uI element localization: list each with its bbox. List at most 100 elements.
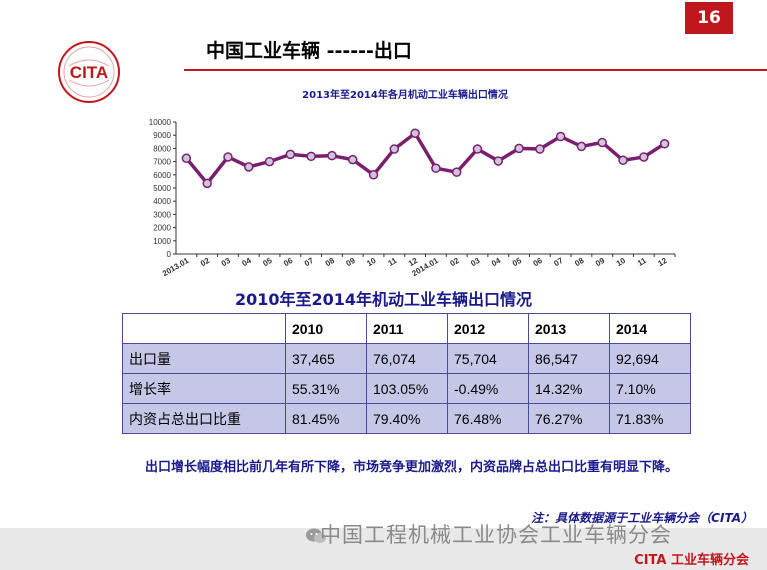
data-point xyxy=(327,150,337,161)
table-row: 内资占总出口比重 81.45% 79.40% 76.48% 76.27% 71.… xyxy=(122,403,691,434)
row-label: 出口量 xyxy=(122,343,286,374)
chart-title: 2013年至2014年各月机动工业车辆出口情况 xyxy=(302,88,508,101)
x-tick-label: 04 xyxy=(490,256,503,269)
x-tick-label: 10 xyxy=(615,256,628,269)
x-tick-label: 08 xyxy=(324,256,337,269)
wechat-icon xyxy=(306,528,326,543)
x-tick-label: 03 xyxy=(469,256,482,269)
data-point xyxy=(244,162,254,172)
header-cell: 2014 xyxy=(609,313,691,344)
data-point xyxy=(514,143,524,154)
x-tick-label: 02 xyxy=(199,256,212,269)
y-tick-label: 2000 xyxy=(153,224,171,233)
data-point xyxy=(472,144,483,154)
data-point xyxy=(618,155,628,166)
row-label: 内资占总出口比重 xyxy=(122,403,286,434)
slide-number: 16 xyxy=(685,2,733,34)
table-cell: 55.31% xyxy=(285,373,367,404)
table-title: 2010年至2014年机动工业车辆出口情况 xyxy=(234,290,533,309)
table-cell: 75,704 xyxy=(447,343,529,374)
x-tick-label: 03 xyxy=(220,256,233,269)
table-cell: 81.45% xyxy=(285,403,367,434)
x-tick-label: 09 xyxy=(345,256,358,269)
y-tick-label: 8000 xyxy=(153,144,171,153)
table-header-row: 2010 2011 2012 2013 2014 xyxy=(122,313,691,344)
x-tick-label: 12 xyxy=(656,256,669,269)
y-tick-label: 1000 xyxy=(153,237,171,246)
title-divider xyxy=(184,69,767,71)
data-point xyxy=(202,178,212,189)
line-chart: 2013年至2014年各月机动工业车辆出口情况 0 1000 2000 3000 400… xyxy=(149,88,676,279)
page-title: 中国工业车辆 ------出口 xyxy=(206,40,412,62)
data-point xyxy=(576,141,587,152)
x-tick-label: 08 xyxy=(573,256,586,269)
y-tick-label: 10000 xyxy=(149,118,172,127)
data-point xyxy=(264,156,275,167)
header-cell: 2010 xyxy=(285,313,367,344)
table-cell: 76.48% xyxy=(447,403,529,434)
source-note: 注：具体数据源于工业车辆分会（CITA） xyxy=(531,511,753,525)
header-cell xyxy=(122,313,286,344)
data-point xyxy=(368,170,379,180)
table-cell: 76,074 xyxy=(366,343,448,374)
table-cell: 103.05% xyxy=(366,373,448,404)
table-row: 出口量 37,465 76,074 75,704 86,547 92,694 xyxy=(122,343,691,374)
table-cell: 76.27% xyxy=(528,403,610,434)
y-tick-label: 9000 xyxy=(153,131,171,140)
data-point xyxy=(431,163,441,173)
table-cell: 86,547 xyxy=(528,343,610,374)
data-point xyxy=(181,153,192,164)
footer-bar xyxy=(0,528,767,570)
x-tick-label: 11 xyxy=(386,256,398,268)
table-cell: 7.10% xyxy=(609,373,691,404)
x-tick-label: 02 xyxy=(448,256,461,269)
x-tick-label: 10 xyxy=(365,256,378,269)
y-tick-label: 4000 xyxy=(153,197,171,206)
data-point xyxy=(535,144,545,154)
data-point xyxy=(493,156,504,166)
table-row: 增长率 55.31% 103.05% -0.49% 14.32% 7.10% xyxy=(122,373,691,404)
header-cell: 2011 xyxy=(366,313,448,344)
y-tick-label: 7000 xyxy=(153,158,171,167)
cita-logo: CITA xyxy=(58,41,120,103)
footer-label: CITA 工业车辆分会 xyxy=(634,553,749,568)
x-tick-label: 07 xyxy=(552,256,565,269)
data-point xyxy=(659,139,670,149)
table-cell: -0.49% xyxy=(447,373,529,404)
data-point xyxy=(223,152,233,162)
data-point xyxy=(451,167,462,177)
header-cell: 2012 xyxy=(447,313,529,344)
data-point xyxy=(347,154,358,165)
data-point xyxy=(306,151,316,162)
y-tick-label: 3000 xyxy=(153,210,171,219)
x-tick-label: 11 xyxy=(636,256,648,268)
data-point xyxy=(410,128,420,138)
x-tick-label: 09 xyxy=(594,256,607,269)
row-label: 增长率 xyxy=(122,373,286,404)
data-point xyxy=(639,152,649,162)
x-tick-label: 05 xyxy=(261,256,274,269)
series-line xyxy=(185,131,666,186)
x-tick-label: 06 xyxy=(532,256,545,269)
data-point xyxy=(389,144,400,154)
y-tick-label: 6000 xyxy=(153,171,171,180)
table-cell: 14.32% xyxy=(528,373,610,404)
export-table: 2010 2011 2012 2013 2014 出口量 37,465 76,0… xyxy=(122,313,691,434)
y-tick-label: 5000 xyxy=(153,184,171,193)
x-tick-label: 07 xyxy=(303,256,316,269)
x-tick-label: 2013.01 xyxy=(161,256,191,279)
x-tick-label: 06 xyxy=(282,256,295,269)
data-point xyxy=(597,137,607,148)
data-point xyxy=(285,149,296,160)
table-cell: 71.83% xyxy=(609,403,691,434)
table-cell: 79.40% xyxy=(366,403,448,434)
x-tick-label: 05 xyxy=(511,256,524,269)
y-tick-label: 0 xyxy=(167,250,172,259)
analysis-note: 出口增长幅度相比前几年有所下降，市场竞争更加激烈，内资品牌占总出口比重有明显下降… xyxy=(145,460,679,475)
watermark-text: 中国工程机械工业协会工业车辆分会 xyxy=(320,523,672,547)
table-cell: 92,694 xyxy=(609,343,691,374)
header-cell: 2013 xyxy=(528,313,610,344)
table-cell: 37,465 xyxy=(285,343,367,374)
data-point xyxy=(555,131,566,142)
x-tick-label: 04 xyxy=(241,256,254,269)
